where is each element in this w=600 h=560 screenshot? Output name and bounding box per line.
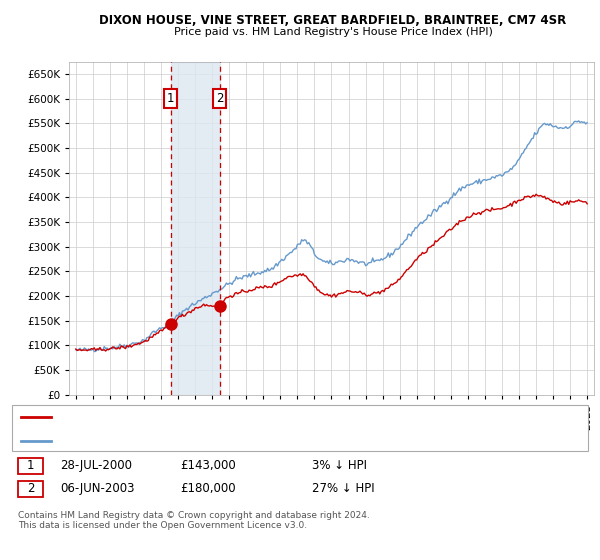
Text: 1: 1 — [167, 92, 175, 105]
Text: 2: 2 — [27, 482, 34, 496]
Text: £143,000: £143,000 — [180, 459, 236, 473]
Bar — [171, 62, 220, 395]
Text: 27% ↓ HPI: 27% ↓ HPI — [312, 482, 374, 496]
Text: Contains HM Land Registry data © Crown copyright and database right 2024.
This d: Contains HM Land Registry data © Crown c… — [18, 511, 370, 530]
Text: 2: 2 — [216, 92, 223, 105]
Text: 06-JUN-2003: 06-JUN-2003 — [60, 482, 134, 496]
Text: Price paid vs. HM Land Registry's House Price Index (HPI): Price paid vs. HM Land Registry's House … — [173, 27, 493, 37]
Text: HPI: Average price, detached house, Braintree: HPI: Average price, detached house, Brai… — [57, 436, 298, 446]
Text: 3% ↓ HPI: 3% ↓ HPI — [312, 459, 367, 473]
Text: DIXON HOUSE, VINE STREET, GREAT BARDFIELD, BRAINTREE, CM7 4SR (detached house: DIXON HOUSE, VINE STREET, GREAT BARDFIEL… — [57, 412, 515, 422]
Text: 1: 1 — [27, 459, 34, 473]
Text: 28-JUL-2000: 28-JUL-2000 — [60, 459, 132, 473]
Text: DIXON HOUSE, VINE STREET, GREAT BARDFIELD, BRAINTREE, CM7 4SR: DIXON HOUSE, VINE STREET, GREAT BARDFIEL… — [100, 14, 566, 27]
Text: £180,000: £180,000 — [180, 482, 236, 496]
